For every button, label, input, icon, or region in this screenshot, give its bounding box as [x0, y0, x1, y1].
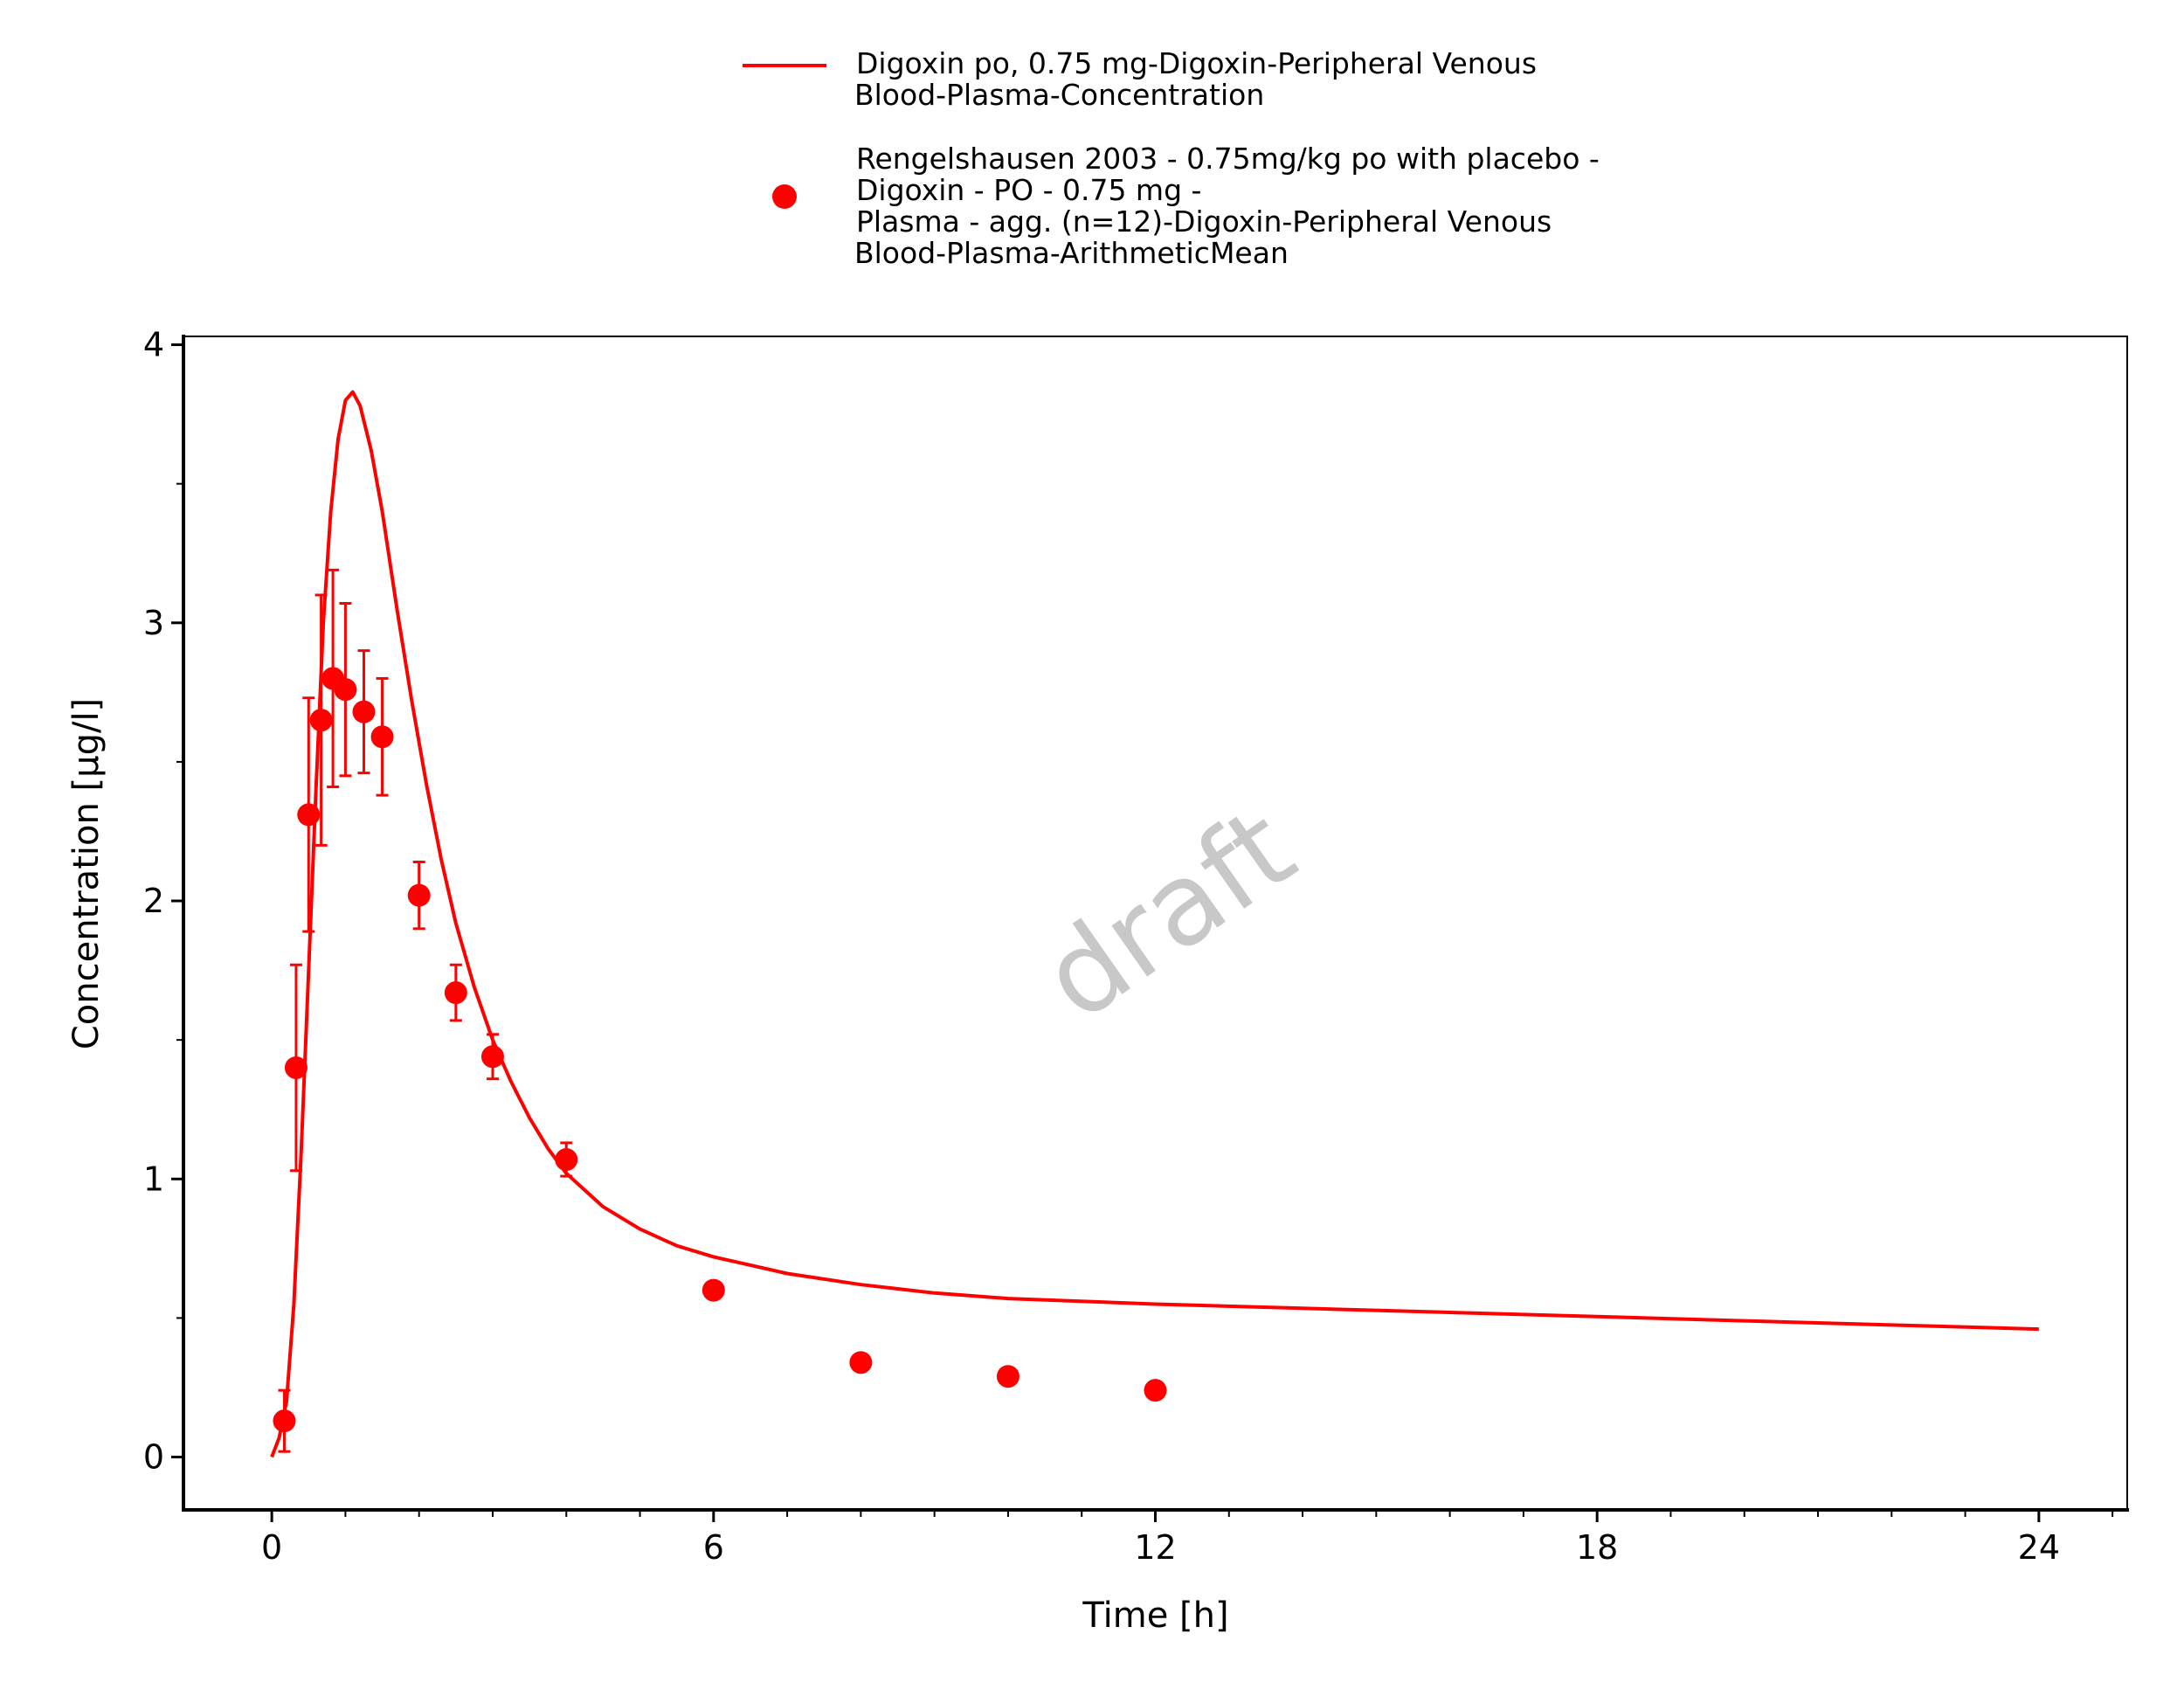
data-point: [309, 709, 333, 732]
legend-entry-line-2: Blood-Plasma-Concentration: [854, 78, 1264, 112]
x-tick-label: 6: [703, 1528, 724, 1567]
y-tick-label: 4: [143, 326, 164, 364]
legend-marker-swatch: [772, 184, 797, 209]
data-point: [702, 1278, 725, 1302]
data-point: [334, 678, 357, 702]
observed-data-series: [273, 568, 1167, 1453]
data-point: [555, 1148, 578, 1172]
data-point: [407, 883, 431, 907]
data-point: [1144, 1379, 1167, 1402]
legend-entry-line-1: Digoxin po, 0.75 mg-Digoxin-Peripheral V…: [856, 46, 1537, 80]
legend-entry-scatter-3: Plasma - agg. (n=12)-Digoxin-Peripheral …: [856, 204, 1552, 239]
y-tick-label: 1: [143, 1160, 164, 1198]
data-point: [370, 725, 394, 749]
data-point: [273, 1409, 296, 1433]
legend-entry-scatter-4: Blood-Plasma-ArithmeticMean: [854, 236, 1289, 270]
data-point: [444, 981, 467, 1005]
x-axis-label: Time [h]: [1082, 1596, 1228, 1636]
data-point: [284, 1056, 308, 1079]
data-point: [849, 1351, 873, 1374]
data-point: [297, 803, 321, 827]
x-tick-label: 0: [261, 1528, 282, 1567]
y-tick-label: 3: [143, 604, 164, 642]
y-tick-label: 0: [143, 1438, 164, 1477]
draft-watermark: draft: [1019, 782, 1317, 1046]
legend-entry-scatter-1: Rengelshausen 2003 - 0.75mg/kg po with p…: [856, 142, 1600, 176]
x-tick-label: 24: [2018, 1528, 2060, 1567]
legend-entry-scatter-2: Digoxin - PO - 0.75 mg -: [856, 173, 1201, 207]
y-axis-label: Concentration [µg/l]: [66, 698, 107, 1049]
data-point: [480, 1045, 504, 1069]
x-tick-label: 18: [1576, 1528, 1618, 1567]
data-point: [352, 700, 376, 723]
y-tick-label: 2: [143, 882, 164, 920]
data-point: [996, 1365, 1019, 1388]
x-tick-label: 12: [1134, 1528, 1176, 1567]
legend: Digoxin po, 0.75 mg-Digoxin-Peripheral V…: [743, 46, 1600, 270]
